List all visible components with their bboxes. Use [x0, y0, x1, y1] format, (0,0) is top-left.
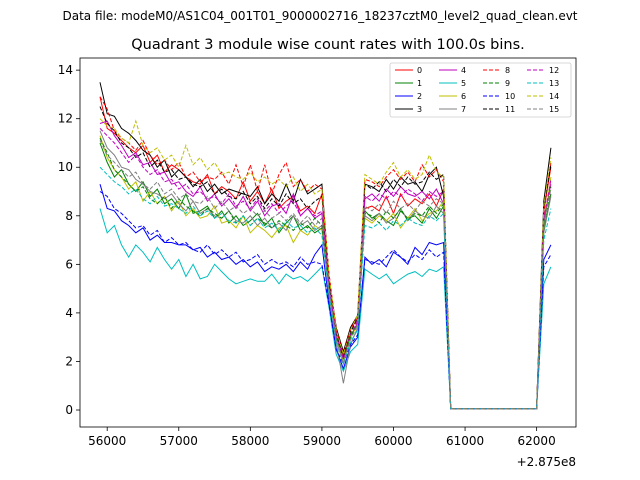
ticks-layer: 56000 57000 58000 59000 60000 61000 62000 0 2 4 6 8… [58, 63, 556, 448]
x-tick-label: 58000 [231, 434, 269, 448]
legend-label-1: 1 [417, 79, 422, 88]
x-tick-label: 61000 [446, 434, 484, 448]
plot-frame [79, 57, 577, 428]
chart-suptitle: Data file: modeM0/AS1C04_001T01_90000027… [62, 9, 577, 23]
legend-label-10: 10 [505, 92, 515, 101]
x-tick-label: 57000 [160, 434, 198, 448]
legend-label-4: 4 [461, 66, 466, 75]
plot-background [80, 58, 576, 427]
legend-label-13: 13 [549, 79, 559, 88]
chart-title: Quadrant 3 module wise count rates with … [131, 37, 525, 53]
y-tick-label: 8 [65, 209, 73, 223]
legend-label-14: 14 [549, 92, 559, 101]
legend-label-3: 3 [417, 105, 422, 114]
legend-label-7: 7 [461, 105, 466, 114]
series-line-9 [99, 137, 552, 410]
legend-label-12: 12 [549, 66, 559, 75]
series-line-15 [99, 140, 552, 410]
y-tick-label: 2 [65, 354, 73, 368]
x-tick-label: 62000 [518, 434, 556, 448]
legend-label-8: 8 [505, 66, 510, 75]
y-tick-label: 14 [58, 63, 73, 77]
y-tick-label: 4 [65, 306, 73, 320]
y-tick-label: 0 [65, 403, 73, 417]
x-tick-label: 59000 [303, 434, 341, 448]
legend-label-2: 2 [417, 92, 422, 101]
series-layer [99, 82, 552, 410]
y-tick-label: 10 [58, 160, 73, 174]
legend-label-11: 11 [505, 105, 515, 114]
y-tick-label: 12 [58, 112, 73, 126]
legend-label-6: 6 [461, 92, 466, 101]
legend-label-9: 9 [505, 79, 510, 88]
legend-label-5: 5 [461, 79, 466, 88]
legend-frame [389, 62, 572, 118]
x-offset-label: +2.875e8 [517, 455, 576, 469]
y-tick-label: 6 [65, 257, 73, 271]
x-tick-label: 60000 [374, 434, 412, 448]
x-tick-label: 56000 [88, 434, 126, 448]
legend-label-0: 0 [417, 66, 422, 75]
legend-label-15: 15 [549, 105, 559, 114]
